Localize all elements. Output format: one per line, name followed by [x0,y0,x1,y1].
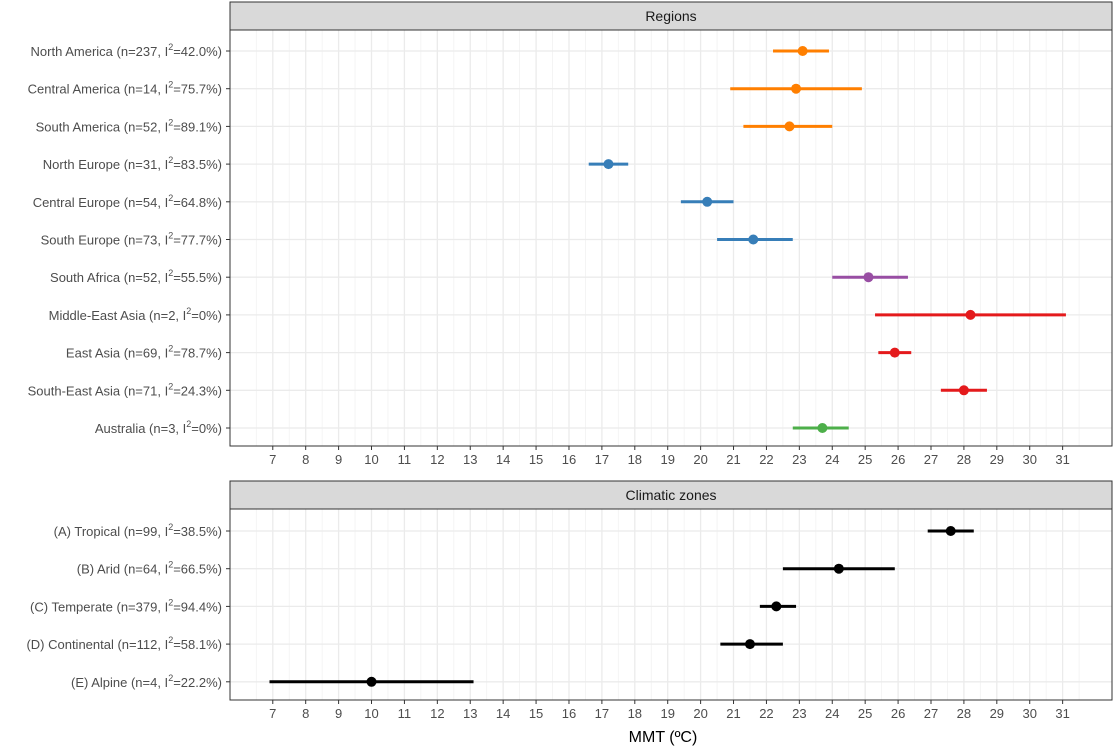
x-tick-label: 19 [660,452,674,467]
x-tick-label: 15 [529,452,543,467]
x-tick-label: 26 [891,706,905,721]
panel-background [230,509,1112,700]
x-tick-label: 29 [990,706,1004,721]
x-tick-label: 31 [1055,706,1069,721]
point-estimate [889,347,900,358]
y-tick-label: East Asia (n=69, I2=78.7%) [66,344,222,361]
x-tick-label: 9 [335,706,342,721]
x-tick-label: 29 [990,452,1004,467]
x-tick-label: 11 [398,452,412,467]
y-tick-label: (C) Temperate (n=379, I2=94.4%) [30,597,222,614]
point-estimate [965,309,976,320]
y-tick-label: (E) Alpine (n=4, I2=22.2%) [71,673,222,690]
x-tick-label: 26 [891,452,905,467]
x-tick-label: 20 [693,706,707,721]
x-tick-label: 23 [792,706,806,721]
point-estimate [748,234,759,245]
y-tick-label: North America (n=237, I2=42.0%) [31,42,222,59]
y-tick-label: (D) Continental (n=112, I2=58.1%) [26,635,222,652]
panel-strip [229,480,1113,510]
x-tick-label: 27 [924,452,938,467]
x-tick-label: 21 [726,706,740,721]
point-estimate [945,526,956,536]
y-tick-label: (A) Tropical (n=99, I2=38.5%) [54,522,222,539]
y-tick-label: South America (n=52, I2=89.1%) [36,117,222,134]
x-tick-label: 11 [398,706,412,721]
x-tick-label: 9 [335,452,342,467]
x-tick-label: 8 [302,452,309,467]
point-estimate [797,46,808,56]
point-estimate [702,196,713,207]
x-tick-label: 10 [364,706,378,721]
panel-background [230,30,1112,446]
point-estimate [863,272,874,283]
x-tick-label: 13 [463,706,477,721]
x-tick-label: 14 [496,452,510,467]
point-estimate [366,676,377,687]
y-tick-label: South-East Asia (n=71, I2=24.3%) [28,381,222,398]
panel-border [229,508,1113,701]
x-tick-label: 21 [726,452,740,467]
x-tick-label: 8 [302,706,309,721]
point-estimate [833,563,844,574]
panel-border [229,29,1113,447]
x-tick-label: 15 [529,706,543,721]
panel-regions: Regions 7 8 9 10 11 12 13 14 15 16 17 18 19 20 21 22 23 24… [28,1,1113,467]
point-estimate [958,385,969,396]
y-tick-label: South Africa (n=52, I2=55.5%) [50,268,222,285]
y-tick-label: Central America (n=14, I2=75.7%) [28,80,222,97]
x-tick-label: 16 [562,706,576,721]
panel-strip-title: Climatic zones [625,487,716,503]
x-tick-label: 16 [562,452,576,467]
x-tick-label: 24 [825,706,839,721]
x-tick-label: 30 [1022,706,1036,721]
y-tick-label: South Europe (n=73, I2=77.7%) [41,231,222,248]
x-tick-label: 27 [924,706,938,721]
point-estimate [744,639,755,650]
x-tick-label: 22 [759,706,773,721]
x-tick-label: 12 [430,706,444,721]
panel-climatic-zones: Climatic zones 7 8 9 10 11 12 13 14 15 16 17 18 19 20 2… [26,480,1113,721]
panel-strip-title: Regions [645,8,696,24]
y-tick-label: Australia (n=3, I2=0%) [95,419,222,436]
x-tick-label: 18 [628,452,642,467]
y-tick-label: North Europe (n=31, I2=83.5%) [43,155,222,172]
x-axis-title: MMT (ºC) [629,729,698,746]
x-tick-label: 22 [759,452,773,467]
y-tick-label: Central Europe (n=54, I2=64.8%) [33,193,222,210]
x-tick-label: 18 [628,706,642,721]
x-tick-label: 31 [1055,452,1069,467]
x-tick-label: 24 [825,452,839,467]
x-tick-label: 7 [269,452,276,467]
panel-strip [229,1,1113,31]
x-tick-label: 23 [792,452,806,467]
x-tick-label: 30 [1022,452,1036,467]
y-tick-label: Middle-East Asia (n=2, I2=0%) [49,306,222,323]
point-estimate [784,121,795,132]
x-tick-label: 19 [660,706,674,721]
x-tick-label: 17 [595,452,609,467]
x-tick-label: 25 [858,706,872,721]
x-tick-label: 28 [957,706,971,721]
x-tick-label: 25 [858,452,872,467]
x-tick-label: 20 [693,452,707,467]
x-tick-label: 28 [957,452,971,467]
point-estimate [771,601,782,612]
x-tick-label: 12 [430,452,444,467]
x-tick-label: 10 [364,452,378,467]
y-tick-label: (B) Arid (n=64, I2=66.5%) [77,560,222,577]
point-estimate [791,83,802,94]
x-tick-label: 13 [463,452,477,467]
x-tick-label: 7 [269,706,276,721]
x-tick-label: 14 [496,706,510,721]
point-estimate [603,159,614,170]
point-estimate [817,423,828,433]
x-tick-label: 17 [595,706,609,721]
